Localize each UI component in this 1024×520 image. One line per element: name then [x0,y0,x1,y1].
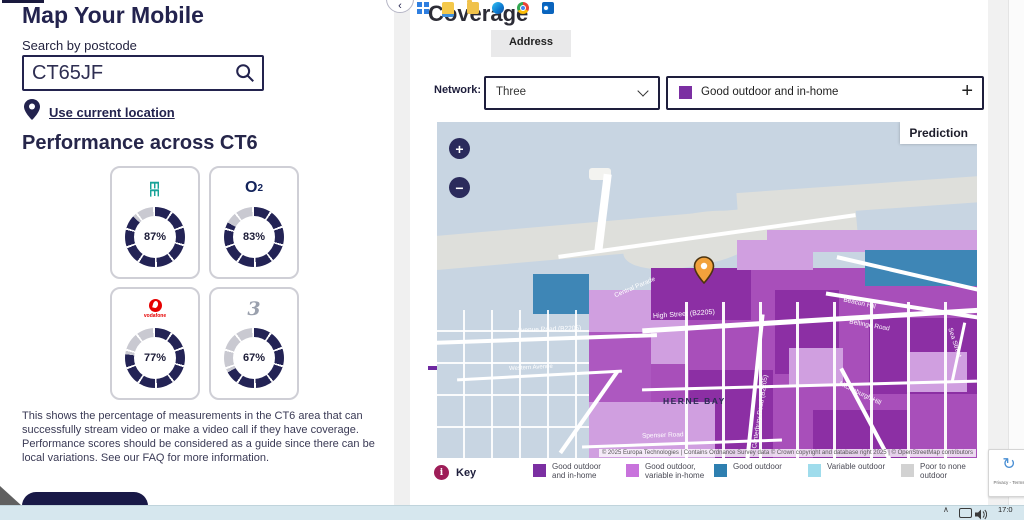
key-item: Good outdoor, variable in-home [626,462,705,481]
coverage-block [533,274,589,314]
file-explorer-icon[interactable] [442,2,454,17]
key-swatch [901,464,914,477]
gauge-ring-three: 67% [224,328,284,388]
recaptcha-label: Privacy - Terms [993,480,1024,485]
tray-chevron-up-icon[interactable]: ∧ [943,505,949,514]
edge-icon[interactable] [492,2,504,14]
windows-start-icon[interactable] [417,2,429,14]
recaptcha-icon: ↻ [1002,456,1016,473]
gauge-ring-o2: 83% [224,207,284,267]
key-swatch [714,464,727,477]
key-item: Good outdoor and in-home [533,462,612,481]
key-swatch [533,464,546,477]
network-select[interactable]: Three [484,76,660,110]
key-swatch [808,464,821,477]
performance-title: Performance across CT6 [22,132,258,154]
zoom-in-button[interactable]: + [449,138,470,159]
gauge-card-three: 3 67% [209,287,299,400]
legend-selector-label: Good outdoor and in-home [701,86,839,98]
recaptcha-badge[interactable]: ↻ Privacy - Terms [988,449,1024,497]
corner-wedge [0,486,22,506]
postcode-input[interactable] [30,59,224,87]
add-layer-button[interactable]: + [961,80,973,102]
scrollbar-track[interactable] [1008,0,1024,505]
map-pin-icon[interactable] [693,256,715,289]
legend-selector[interactable]: Good outdoor and in-home + [666,76,984,110]
key-swatch [626,464,639,477]
map-label-spenser-road: Spenser Road [641,431,684,440]
search-icon[interactable] [234,62,256,89]
key-item: Good outdoor [714,462,793,477]
info-icon[interactable]: i [434,465,449,480]
gauge-card-vodafone: vodafone 77% [110,287,200,400]
network-select-value: Three [496,86,527,98]
right-gutter [988,0,1008,505]
beach [736,174,977,220]
coverage-block [437,310,589,458]
use-current-location-link[interactable]: Use current location [49,104,175,120]
gauge-card-ee: EE 87% [110,166,200,279]
outlook-icon[interactable] [542,2,554,14]
legend-swatch [679,86,692,99]
search-label: Search by postcode [22,38,137,53]
key-item: Poor to none outdoor [901,462,980,481]
ee-logo: EE [147,180,163,196]
gauge-percent-three: 67% [242,352,266,364]
chevron-down-icon [637,85,649,97]
chrome-icon[interactable] [517,2,529,14]
map-label-herne-bay: HERNE BAY [663,396,726,406]
coverage-map[interactable]: Central Parade High Street (B2205) Avenu… [437,122,977,458]
location-pin-icon [24,99,40,125]
key-title: Key [456,467,477,479]
gauge-percent-o2: 83% [242,231,266,243]
three-logo: 3 [247,298,261,320]
page-title: Map Your Mobile [22,2,204,28]
key-item: Variable outdoor [808,462,887,477]
gauge-percent-vodafone: 77% [143,352,167,364]
taskbar [0,505,1024,520]
use-location-row[interactable]: Use current location [24,99,175,125]
tab-address[interactable]: Address [508,35,554,48]
tray-speaker-icon[interactable] [974,507,988,520]
taskbar-clock[interactable]: 17:0 [998,505,1013,514]
top-sliver [2,0,44,3]
zoom-out-button[interactable]: − [449,177,470,198]
tray-display-icon[interactable] [959,508,972,518]
coverage-tabbar: Map Address [428,30,571,370]
postcode-search-box [22,55,264,91]
performance-disclaimer: This shows the percentage of measurement… [22,410,375,464]
coverage-block [767,230,977,252]
vodafone-logo: vodafone [112,294,198,324]
folder-icon[interactable] [467,0,479,14]
coverage-block [589,332,651,402]
map-attribution: © 2025 Europa Technologies | Contains Or… [598,449,976,457]
panel-divider [394,0,410,505]
gauge-ring-vodafone: 77% [125,328,185,388]
prediction-badge: Prediction [900,122,977,144]
gauge-ring-ee: 87% [125,207,185,267]
network-label: Network: [434,84,482,96]
gauge-percent-ee: 87% [143,231,167,243]
vodafone-icon [148,299,162,312]
